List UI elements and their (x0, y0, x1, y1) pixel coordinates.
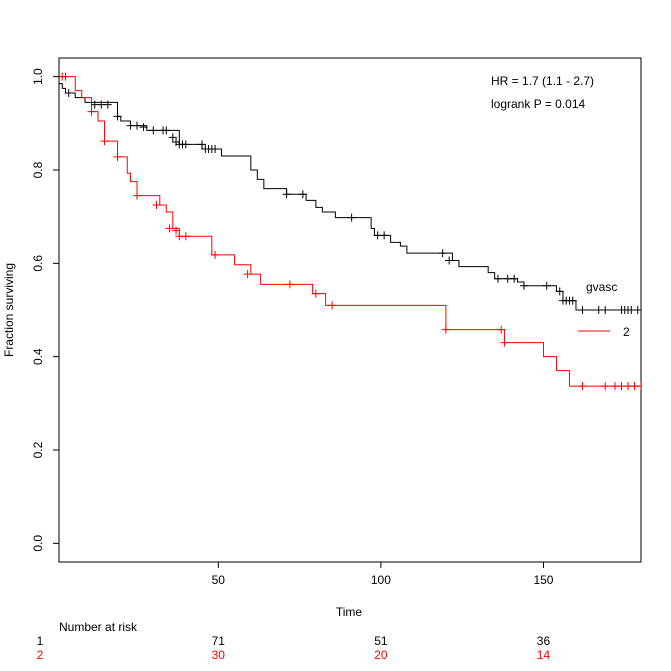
censor-mark (542, 281, 551, 290)
y-tick-label: 0.6 (31, 255, 45, 272)
plot-frame (58, 57, 642, 563)
censor-mark (328, 301, 337, 310)
censor-mark (181, 232, 190, 241)
censor-mark (500, 338, 509, 347)
risk-count: 30 (212, 648, 226, 662)
risk-count: 14 (537, 648, 551, 662)
y-tick-label: 0.8 (31, 161, 45, 178)
censor-mark (347, 213, 356, 222)
censor-mark (578, 382, 587, 391)
censor-mark (139, 123, 148, 132)
censor-mark (519, 281, 528, 290)
censor-mark (601, 382, 610, 391)
censor-mark (380, 231, 389, 240)
censor-mark (168, 133, 177, 142)
censor-mark (133, 121, 142, 130)
censor-mark (285, 280, 294, 289)
censor-mark (198, 140, 207, 149)
censor-mark (311, 289, 320, 298)
censor-mark (510, 274, 519, 283)
censor-mark (100, 137, 109, 146)
y-tick-label: 1.0 (31, 68, 45, 85)
censor-mark (103, 100, 112, 109)
censor-mark (282, 190, 291, 199)
x-tick-label: 100 (371, 573, 391, 587)
risk-row-label: 2 (37, 648, 44, 662)
censor-mark (298, 190, 307, 199)
censor-mark (113, 112, 122, 121)
x-axis-label: Time (336, 605, 363, 619)
censor-mark (211, 145, 220, 153)
annotation-hr: HR = 1.7 (1.1 - 2.7) (491, 74, 594, 88)
censor-mark (87, 107, 96, 116)
censor-mark (172, 226, 181, 235)
censor-mark (243, 270, 252, 279)
risk-count: 36 (537, 634, 551, 648)
censor-mark (633, 306, 641, 314)
y-tick-label: 0.0 (31, 535, 45, 552)
censor-mark (162, 126, 171, 135)
survival-curve-group-1 (59, 76, 641, 311)
censor-mark (441, 325, 450, 334)
y-tick-label: 0.4 (31, 348, 45, 365)
legend-label-2: 2 (623, 325, 630, 339)
censor-mark (493, 274, 502, 283)
y-tick-label: 0.2 (31, 441, 45, 458)
survival-curve-group-2 (59, 76, 641, 387)
censor-mark (445, 256, 454, 265)
censor-mark (133, 191, 142, 200)
censor-mark (152, 201, 161, 209)
censor-mark (555, 287, 564, 296)
censor-mark (113, 152, 122, 161)
censor-mark (497, 325, 506, 334)
y-axis-label: Fraction surviving (2, 263, 16, 357)
x-tick-label: 50 (212, 573, 226, 587)
censor-mark (578, 306, 587, 314)
risk-count: 51 (374, 634, 388, 648)
censor-mark (165, 224, 174, 233)
censor-mark (64, 89, 73, 97)
censor-mark (61, 72, 70, 81)
legend-title: gvasc (586, 280, 617, 294)
censor-mark (211, 250, 220, 259)
risk-table-title: Number at risk (59, 620, 138, 634)
censor-mark (568, 296, 577, 305)
x-tick-label: 150 (533, 573, 553, 587)
risk-count: 20 (374, 648, 388, 662)
risk-row-label: 1 (37, 634, 44, 648)
annotation-logrank: logrank P = 0.014 (491, 97, 586, 111)
censor-mark (149, 126, 158, 135)
risk-count: 71 (212, 634, 226, 648)
censor-mark (438, 249, 447, 258)
censor-mark (637, 382, 641, 391)
censor-mark (181, 140, 190, 149)
censor-mark (601, 306, 610, 314)
